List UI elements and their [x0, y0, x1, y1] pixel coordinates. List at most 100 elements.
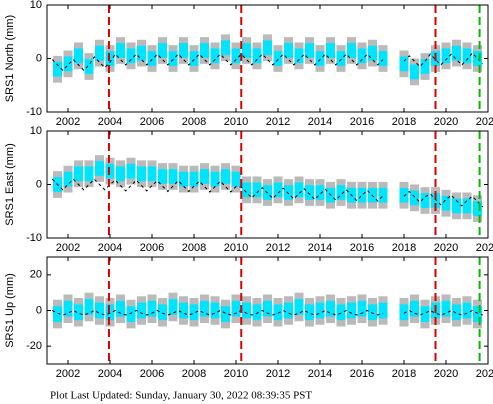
point — [441, 195, 451, 211]
point — [84, 166, 94, 182]
point — [462, 302, 472, 319]
x-tick-label: 2010 — [224, 242, 248, 254]
point — [473, 201, 482, 216]
point — [95, 161, 104, 176]
point — [105, 51, 115, 66]
x-tick-label: 2010 — [224, 368, 248, 380]
point — [368, 304, 377, 321]
footer: Plot Last Updated: Sunday, January 30, 2… — [50, 390, 312, 402]
point — [242, 302, 251, 319]
x-tick-label: 2016 — [350, 116, 374, 128]
point — [179, 171, 188, 187]
point — [95, 45, 104, 61]
point — [294, 299, 304, 315]
point — [284, 43, 293, 58]
point — [347, 43, 356, 58]
point — [326, 300, 335, 317]
point — [263, 40, 272, 56]
point — [168, 299, 178, 315]
point — [473, 51, 482, 66]
point — [63, 171, 73, 187]
x-tick-label: 2016 — [350, 368, 374, 380]
x-tick-label: 2002 — [56, 116, 80, 128]
y-tick-label: 10 — [30, 0, 42, 11]
point — [105, 304, 115, 321]
point — [452, 198, 461, 214]
x-tick-label: 2012 — [266, 242, 290, 254]
y-axis-label: SRS1 East (mm) — [4, 143, 16, 226]
point — [305, 304, 314, 321]
y-axis-label: SRS1 Up (mm) — [4, 273, 16, 348]
x-tick-label: 2020 — [434, 368, 458, 380]
y-tick-label: 20 — [30, 269, 42, 281]
point — [231, 48, 241, 64]
point — [378, 51, 388, 66]
point — [168, 169, 178, 184]
x-tick-label: 2020 — [434, 242, 458, 254]
point — [284, 302, 293, 319]
point — [63, 300, 73, 317]
point — [263, 300, 272, 317]
point — [105, 163, 115, 179]
x-tick-label: 2016 — [350, 242, 374, 254]
point — [315, 185, 325, 200]
point — [210, 48, 220, 64]
y-tick-label: -20 — [26, 340, 42, 352]
x-tick-label: 2008 — [182, 368, 206, 380]
point — [294, 48, 304, 64]
x-tick-label: 2006 — [140, 242, 164, 254]
point — [357, 300, 367, 317]
point — [74, 48, 83, 64]
point — [473, 306, 482, 322]
point — [137, 166, 146, 182]
point — [53, 61, 62, 77]
point — [420, 59, 430, 74]
y-tick-label: 0 — [36, 52, 42, 64]
point — [242, 182, 251, 198]
point — [231, 171, 241, 187]
point — [305, 185, 314, 200]
point — [147, 300, 157, 317]
point — [326, 43, 335, 58]
point — [431, 193, 440, 208]
point — [137, 45, 146, 61]
x-tick-label: 2012 — [266, 368, 290, 380]
x-tick-label: 2014 — [308, 242, 332, 254]
point — [200, 169, 209, 184]
point — [53, 306, 62, 322]
point — [273, 51, 283, 66]
x-tick-label: 2018 — [392, 368, 416, 380]
point — [399, 304, 409, 321]
model-line — [51, 52, 484, 72]
x-tick-label: 2006 — [140, 116, 164, 128]
point — [221, 306, 230, 322]
x-tick-label: 2022 — [476, 368, 493, 380]
x-tick-label: 2022 — [476, 242, 493, 254]
point — [462, 48, 472, 64]
point — [284, 185, 293, 200]
point — [84, 59, 94, 74]
x-tick-label: 2002 — [56, 242, 80, 254]
point — [179, 302, 188, 319]
point — [179, 43, 188, 58]
point — [116, 300, 125, 317]
point — [336, 304, 346, 321]
point — [242, 43, 251, 58]
x-tick-label: 2002 — [56, 368, 80, 380]
point — [95, 302, 104, 319]
point — [273, 304, 283, 321]
point — [294, 182, 304, 198]
point — [63, 56, 73, 72]
point — [378, 302, 388, 319]
x-tick-label: 2004 — [98, 368, 122, 380]
point — [347, 302, 356, 319]
point — [252, 304, 262, 321]
x-tick-label: 2012 — [266, 116, 290, 128]
point — [189, 51, 199, 66]
y-tick-label: 0 — [36, 304, 42, 316]
point — [84, 299, 94, 315]
point — [252, 182, 262, 198]
point — [158, 169, 167, 184]
x-tick-label: 2014 — [308, 116, 332, 128]
